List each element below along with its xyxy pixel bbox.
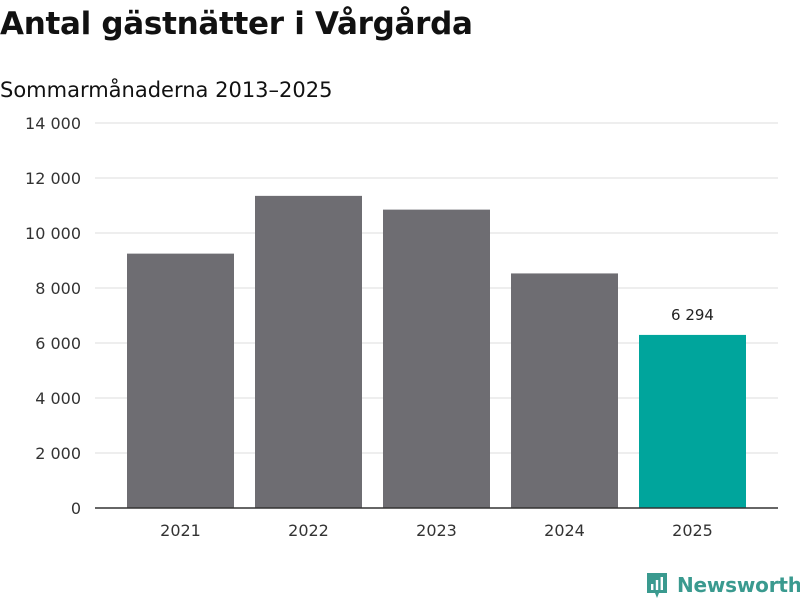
y-tick-label: 10 000	[25, 224, 81, 243]
x-tick-label: 2025	[672, 521, 713, 540]
bar-2023	[383, 209, 490, 508]
y-tick-label: 12 000	[25, 169, 81, 188]
newsworthy-logo-text: Newsworthy	[677, 573, 800, 597]
data-label: 6 294	[671, 306, 714, 324]
newsworthy-logo-icon	[647, 573, 667, 598]
chart-subtitle: Sommarmånaderna 2013–2025	[0, 78, 333, 102]
bar-2021	[127, 253, 234, 508]
y-tick-label: 0	[71, 499, 81, 518]
x-tick-label: 2024	[544, 521, 585, 540]
x-tick-label: 2021	[160, 521, 201, 540]
x-tick-label: 2022	[288, 521, 329, 540]
bar-2025	[639, 334, 746, 508]
y-tick-label: 14 000	[25, 114, 81, 133]
y-tick-label: 8 000	[35, 279, 81, 298]
chart-title: Antal gästnätter i Vårgårda	[0, 6, 473, 42]
y-tick-label: 4 000	[35, 389, 81, 408]
newsworthy-logo: Newsworthy	[645, 570, 800, 600]
bar-2022	[255, 195, 362, 508]
y-tick-label: 2 000	[35, 444, 81, 463]
y-tick-label: 6 000	[35, 334, 81, 353]
bar-2024	[511, 273, 618, 508]
x-tick-label: 2023	[416, 521, 457, 540]
